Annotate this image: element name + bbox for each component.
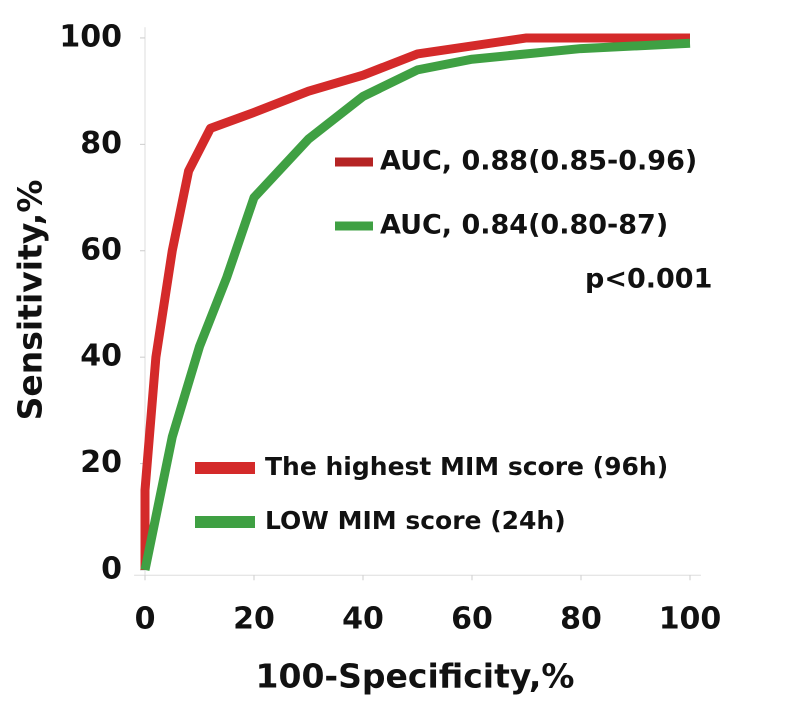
y-tick-label: 80 xyxy=(80,126,122,161)
y-tick-label: 0 xyxy=(101,551,122,586)
x-tick-label: 60 xyxy=(451,602,493,637)
roc-curve xyxy=(140,38,691,571)
x-tick-label: 20 xyxy=(233,602,275,637)
annotation: AUC, 0.88(0.85-0.96) xyxy=(380,146,697,177)
x-tick-label: 100 xyxy=(659,602,722,637)
x-tick-label: 80 xyxy=(560,602,602,637)
legend-label: The highest MIM score (96h) xyxy=(265,452,668,481)
annotation: AUC, 0.84(0.80-87) xyxy=(380,210,668,241)
roc-curve xyxy=(140,33,690,570)
y-tick-label: 100 xyxy=(59,19,122,54)
y-tick-label: 60 xyxy=(80,232,122,267)
x-tick-label: 40 xyxy=(342,602,384,637)
x-tick-label: 0 xyxy=(135,602,156,637)
y-tick-label: 20 xyxy=(80,445,122,480)
legend-label: LOW MIM score (24h) xyxy=(265,506,566,535)
x-axis-title: 100-Specificity,% xyxy=(256,657,575,696)
annotation: p<0.001 xyxy=(585,264,712,295)
y-tick-label: 40 xyxy=(80,339,122,374)
y-axis-title: Sensitivity,% xyxy=(11,180,50,421)
